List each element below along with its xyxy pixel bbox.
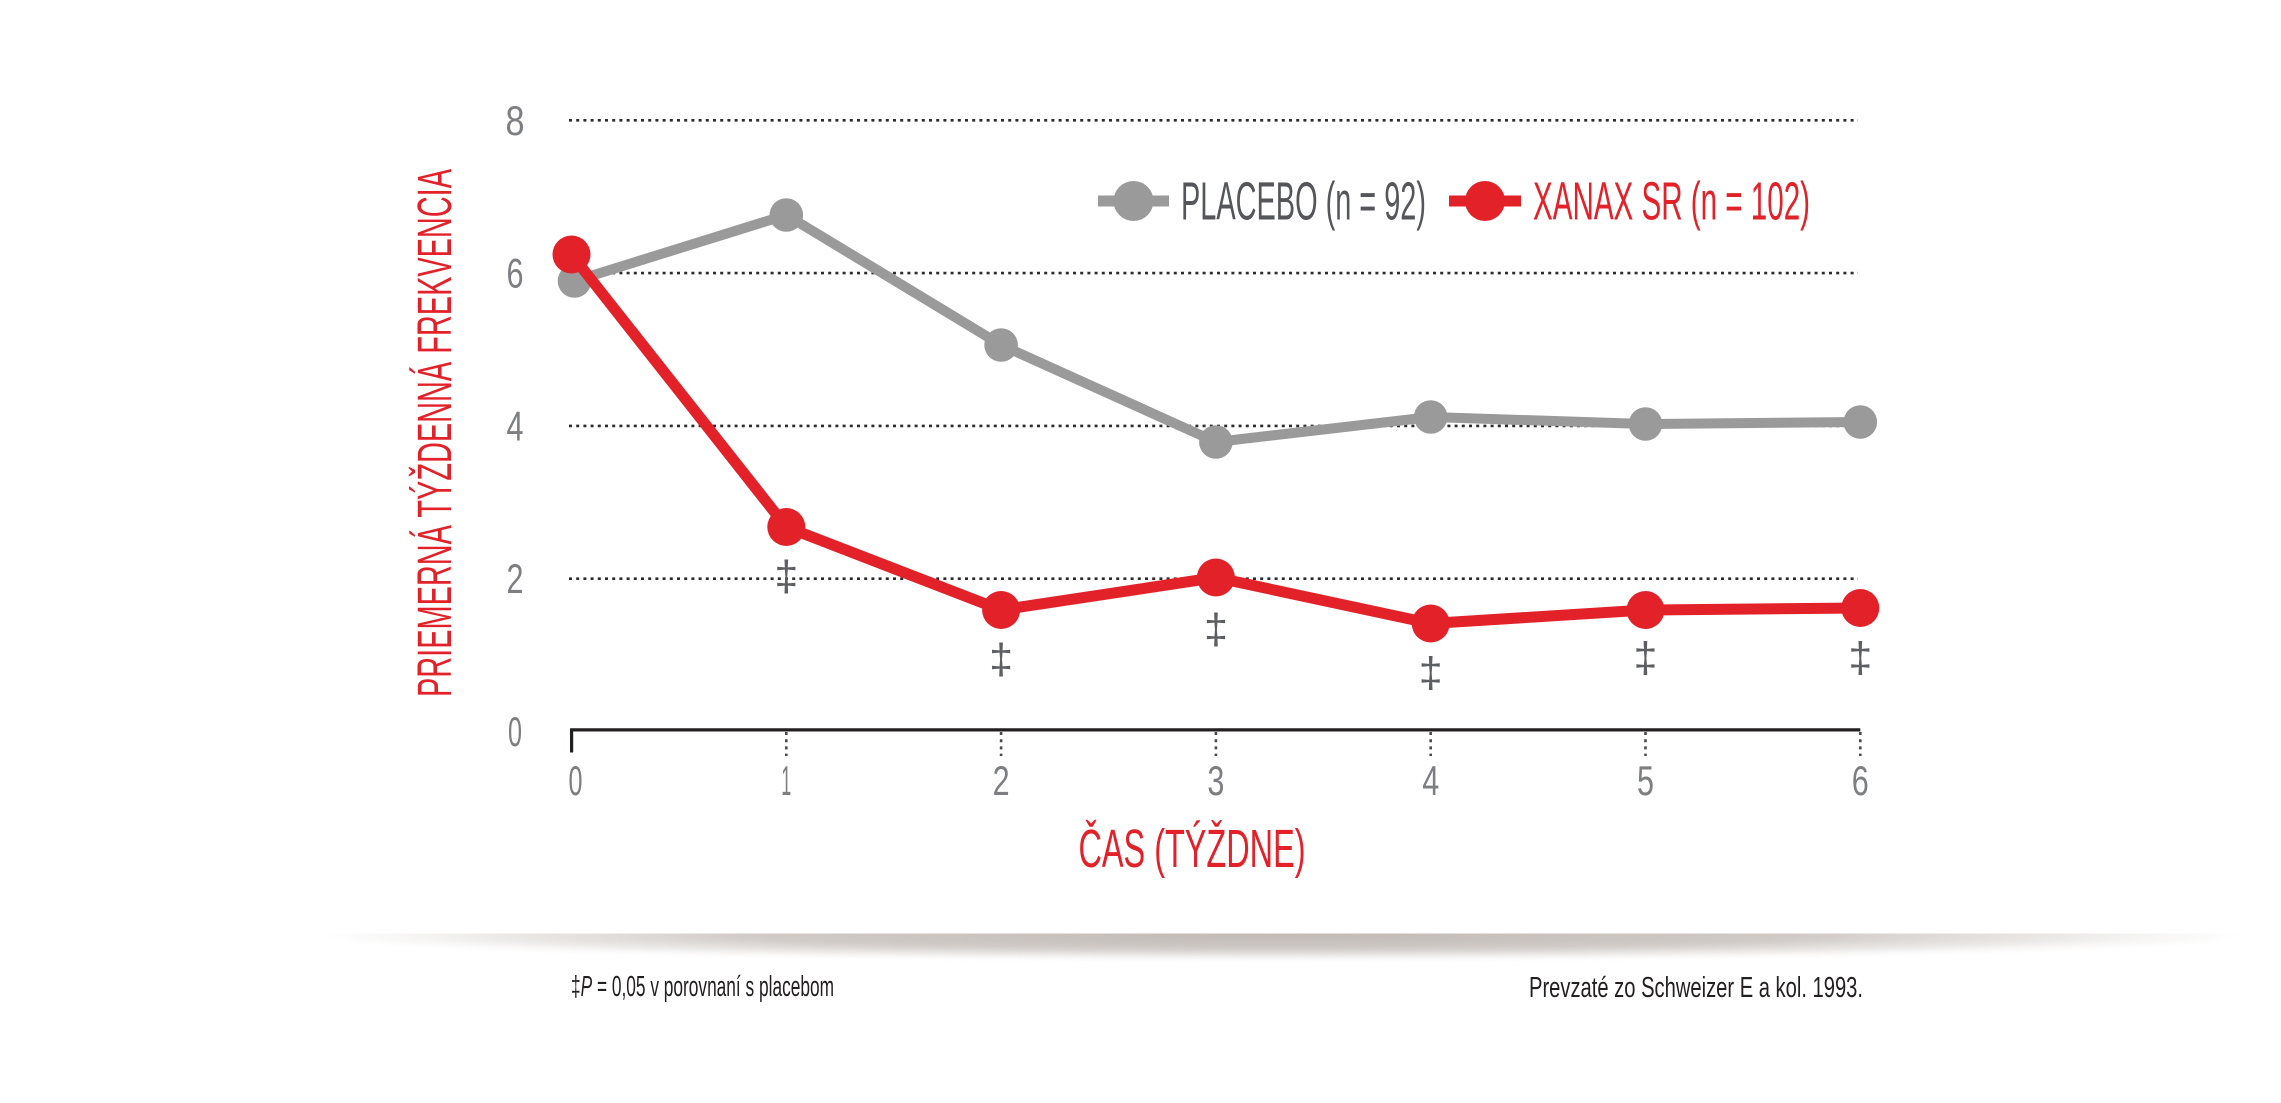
svg-text:ČAS (TÝŽDNE): ČAS (TÝŽDNE) (1079, 819, 1306, 879)
svg-text:2: 2 (507, 555, 524, 602)
svg-text:‡: ‡ (1419, 649, 1443, 697)
svg-text:XANAX SR (n = 102): XANAX SR (n = 102) (1533, 172, 1810, 232)
svg-text:6: 6 (1852, 757, 1869, 804)
svg-text:PRIEMERNÁ TÝŽDENNÁ FREKVENCIA: PRIEMERNÁ TÝŽDENNÁ FREKVENCIA (409, 169, 462, 697)
svg-text:‡: ‡ (1634, 634, 1658, 682)
svg-text:6: 6 (507, 250, 524, 297)
svg-text:0: 0 (508, 708, 522, 755)
svg-text:1: 1 (781, 757, 791, 804)
svg-text:‡: ‡ (1204, 606, 1228, 654)
svg-text:‡: ‡ (989, 636, 1013, 684)
svg-text:Prevzaté zo Schweizer E a kol.: Prevzaté zo Schweizer E a kol. 1993. (1529, 972, 1863, 1004)
svg-text:3: 3 (1207, 757, 1224, 804)
svg-text:4: 4 (1422, 757, 1439, 804)
svg-text:‡: ‡ (774, 553, 798, 601)
svg-text:2: 2 (993, 757, 1010, 804)
svg-text:PLACEBO (n = 92): PLACEBO (n = 92) (1181, 172, 1426, 232)
svg-text:‡: ‡ (1848, 634, 1872, 682)
svg-text:0: 0 (569, 757, 583, 804)
svg-text:4: 4 (507, 402, 524, 449)
svg-text:‡P = 0,05 v porovnaní s placeb: ‡P = 0,05 v porovnaní s placebom (571, 971, 834, 1003)
svg-text:5: 5 (1637, 757, 1654, 804)
svg-text:8: 8 (506, 97, 525, 144)
